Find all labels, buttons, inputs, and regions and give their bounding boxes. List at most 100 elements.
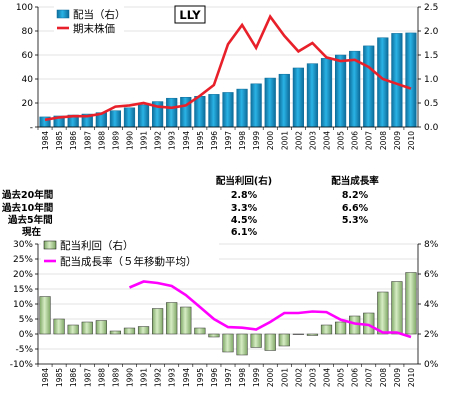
left-tick-label: 15%: [13, 285, 33, 295]
bar: [123, 327, 136, 335]
x-tick-label: 1991: [140, 368, 149, 387]
x-tick-label: 1997: [224, 368, 233, 387]
x-tick-label: 1984: [41, 131, 50, 150]
legend-yield-swatch: [43, 240, 57, 250]
x-tick-label: 2002: [294, 131, 303, 150]
x-tick-label: 1995: [196, 131, 205, 150]
legend-dividend-swatch: [56, 9, 70, 19]
price-line: [44, 14, 412, 122]
x-tick-label: 2010: [407, 368, 416, 387]
left-tick-label: 100: [16, 3, 33, 13]
x-tick-label: 1987: [83, 131, 92, 150]
left-tick-label: 60: [22, 51, 34, 61]
right-tick-label: 0.0: [424, 123, 439, 133]
top-x-axis: 1984 1985 1986 1987 1988 1989 1990 1991 1992 1993…: [37, 127, 416, 150]
left-tick-label: 40: [22, 75, 34, 85]
x-tick-label: 1999: [252, 368, 261, 387]
x-tick-label: 2005: [337, 368, 346, 387]
left-tick-label: 0%: [19, 330, 34, 340]
bar: [250, 333, 262, 348]
ticker-label: LLY: [179, 8, 201, 22]
table-cell-growth: 6.6%: [342, 203, 369, 214]
bar: [405, 32, 417, 128]
bottom-legend: 配当利回（右） 配当成長率（５年移動平均）: [41, 238, 219, 268]
bar: [180, 306, 192, 335]
x-tick-label: 1988: [97, 131, 106, 150]
legend-yield-label: 配当利回（右）: [60, 239, 134, 252]
bar: [208, 94, 220, 128]
bar: [152, 308, 164, 335]
x-tick-label: 1989: [111, 368, 120, 387]
bar: [166, 97, 178, 128]
bar: [95, 320, 107, 335]
x-tick-label: 1985: [55, 368, 64, 387]
table-row-label: 過去20年間: [1, 189, 53, 201]
bottom-chart: -10% -5% 0% 5% 10% 15% 20% 25% 30% 0% 2% 4% 6% 8% 19…: [10, 238, 439, 387]
bar: [334, 321, 347, 335]
x-tick-label: 1998: [238, 368, 247, 387]
bar: [278, 73, 290, 128]
bar: [278, 333, 290, 347]
table-cell-yield: 6.1%: [231, 227, 258, 238]
ticker-badge: [174, 5, 206, 24]
bar: [236, 333, 248, 356]
table-cell-yield: 2.8%: [231, 190, 258, 201]
right-tick-label: 2.0: [424, 27, 439, 37]
x-tick-label: 2008: [379, 368, 388, 387]
x-tick-label: 2009: [393, 368, 402, 387]
x-tick-label: 1994: [182, 368, 191, 387]
x-tick-label: 2010: [407, 131, 416, 150]
x-tick-label: 2009: [393, 131, 402, 150]
table-header-growth: 配当成長率: [331, 175, 379, 187]
x-tick-label: 1990: [125, 131, 134, 150]
legend-price-label: 期末株価: [73, 22, 115, 35]
x-tick-label: 2001: [280, 131, 289, 150]
left-tick-label: 25%: [13, 255, 33, 265]
bottom-legend-box: [41, 238, 219, 268]
bar: [137, 104, 150, 128]
bar: [264, 333, 276, 351]
x-tick-label: 2001: [280, 368, 289, 387]
x-tick-label: 1994: [182, 131, 191, 150]
left-tick-label: 30%: [13, 240, 33, 250]
x-tick-label: 2004: [323, 368, 332, 387]
left-tick-label: -10%: [10, 360, 34, 370]
x-tick-label: 2006: [351, 368, 360, 387]
top-left-axis: - 20 40 60 80 100: [16, 3, 38, 133]
x-tick-label: 1999: [252, 131, 261, 150]
bar: [334, 54, 347, 128]
bar: [194, 327, 206, 335]
bar: [377, 37, 389, 128]
right-tick-label: 0%: [424, 360, 439, 370]
x-tick-label: 2007: [365, 131, 374, 150]
left-tick-label: 20: [22, 99, 34, 109]
bar: [363, 45, 375, 128]
x-tick-label: 1992: [154, 131, 163, 150]
x-tick-label: 2008: [379, 131, 388, 150]
x-tick-label: 2002: [294, 368, 303, 387]
table-row-label: 過去10年間: [1, 202, 53, 214]
bar: [109, 110, 122, 128]
x-tick-label: 2000: [266, 368, 275, 387]
left-tick-label: 20%: [13, 270, 33, 280]
x-tick-label: 2006: [351, 131, 360, 150]
summary-table: 配当利回(右) 配当成長率 過去20年間 2.8% 8.2% 過去10年間 3.…: [1, 175, 379, 238]
bar: [222, 333, 234, 353]
bottom-right-axis: 0% 2% 4% 6% 8%: [418, 240, 439, 370]
x-tick-label: 1986: [69, 368, 78, 387]
left-tick-label: -5%: [15, 345, 33, 355]
bar: [81, 321, 93, 335]
bar: [292, 333, 304, 335]
right-tick-label: 2%: [424, 330, 439, 340]
x-tick-label: 1987: [83, 368, 92, 387]
legend-growth-label: 配当成長率（５年移動平均）: [60, 255, 197, 268]
bar: [123, 107, 136, 128]
bar: [306, 63, 319, 128]
bar: [137, 326, 150, 335]
x-tick-label: 1990: [125, 368, 134, 387]
x-tick-label: 1986: [69, 131, 78, 150]
table-cell-growth: 8.2%: [342, 190, 369, 201]
x-tick-label: 1996: [210, 131, 219, 150]
x-tick-label: 1995: [196, 368, 205, 387]
bar: [194, 96, 206, 128]
